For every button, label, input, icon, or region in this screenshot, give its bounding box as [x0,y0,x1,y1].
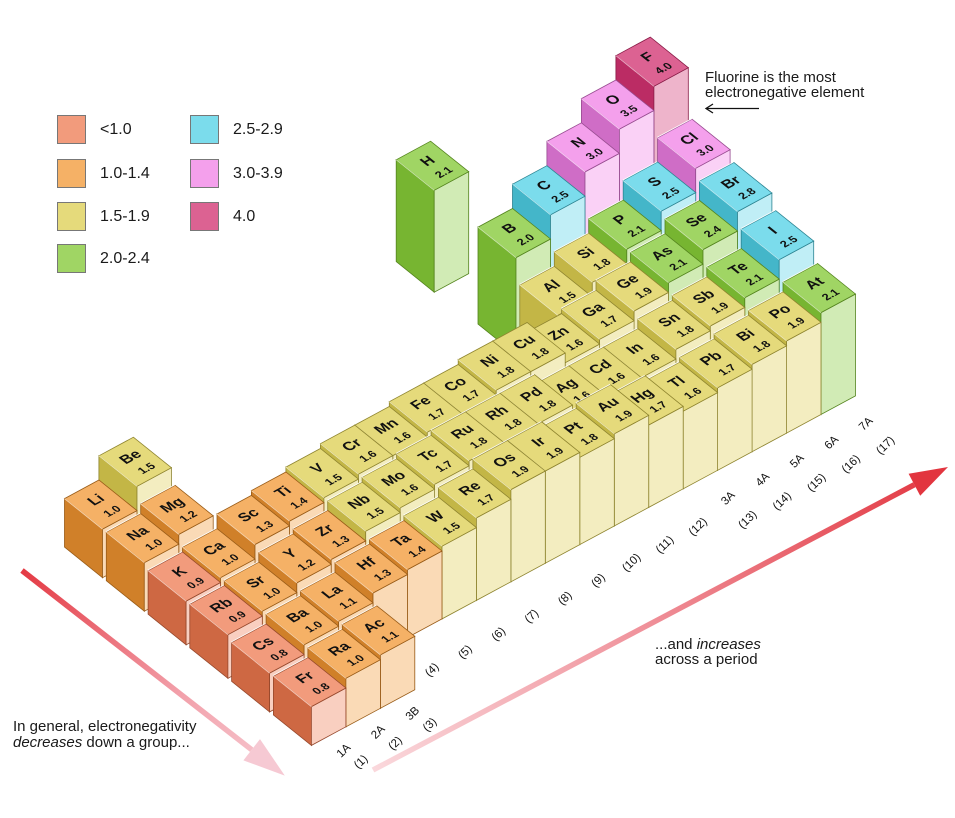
svg-text:5A: 5A [788,452,807,471]
svg-text:(11): (11) [654,534,677,556]
svg-text:(17): (17) [874,434,897,457]
svg-text:3B: 3B [404,704,423,723]
svg-text:7A: 7A [857,415,876,434]
svg-text:(9): (9) [589,572,608,591]
svg-text:4A: 4A [754,471,773,490]
svg-text:(12): (12) [687,516,710,539]
svg-text:3A: 3A [719,489,738,508]
svg-text:(6): (6) [490,625,509,644]
svg-text:Se: Se [682,211,711,230]
svg-text:(3): (3) [421,716,440,735]
svg-text:(4): (4) [423,661,442,680]
svg-text:(5): (5) [456,643,475,662]
svg-text:(2): (2) [386,734,405,753]
svg-text:Sc: Sc [234,506,263,525]
svg-text:(15): (15) [805,471,828,494]
svg-text:Zn: Zn [544,324,573,343]
svg-text:(13): (13) [736,509,759,532]
svg-text:(16): (16) [840,453,863,476]
svg-text:(14): (14) [771,490,794,513]
svg-text:6A: 6A [823,433,842,452]
svg-text:2A: 2A [369,723,388,742]
svg-text:(8): (8) [556,589,575,608]
svg-text:1A: 1A [335,742,354,761]
svg-text:(10): (10) [620,551,643,574]
svg-text:(1): (1) [352,753,371,772]
svg-text:(7): (7) [523,607,542,626]
